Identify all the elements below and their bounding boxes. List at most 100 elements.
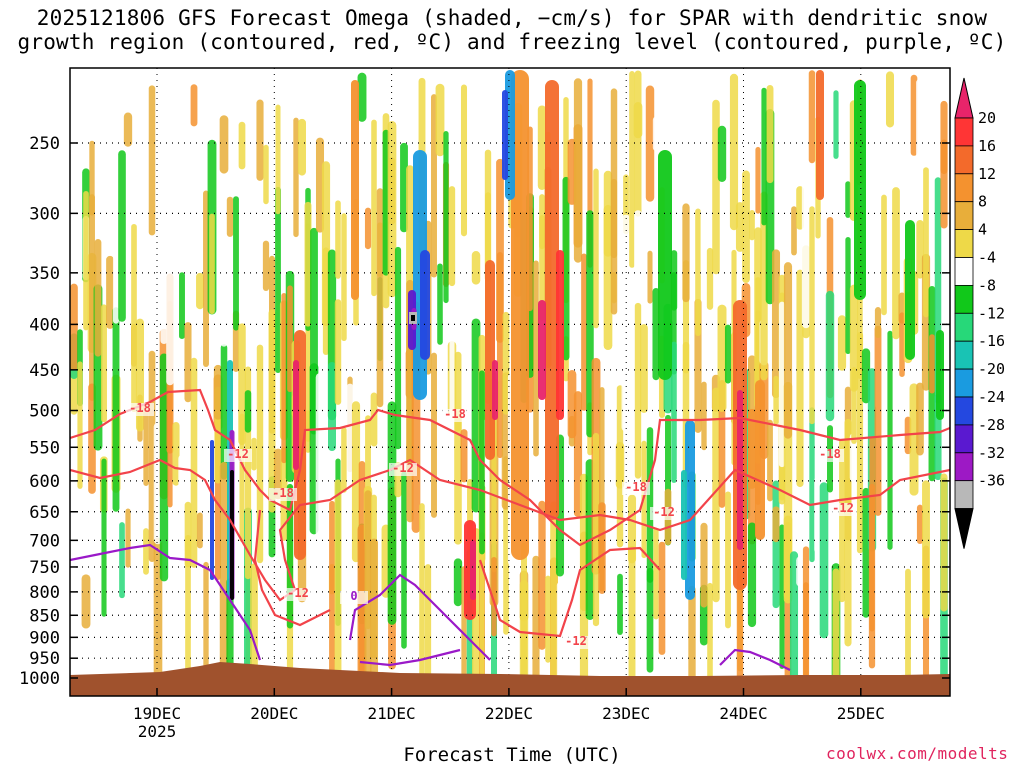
omega-cell <box>226 196 234 237</box>
omega-cell <box>615 442 625 489</box>
omega-cell <box>357 72 367 122</box>
omega-cell <box>767 419 773 502</box>
omega-cell <box>83 190 89 331</box>
omega-cell <box>646 427 654 583</box>
omega-cell <box>862 487 870 618</box>
y-axis: 2503003504004505005506006507007508008509… <box>19 134 950 689</box>
colorbar-segment <box>954 145 974 175</box>
omega-cell <box>431 352 437 518</box>
x-tick-label: 24DEC <box>719 704 767 723</box>
omega-cell <box>712 387 720 603</box>
omega-cell <box>851 367 857 444</box>
chart-title: 2025121806 GFS Forecast Omega (shaded, −… <box>0 6 1024 54</box>
omega-cell <box>123 112 133 147</box>
omega-cell <box>845 181 851 218</box>
colorbar-segment <box>954 312 974 342</box>
y-tick-label: 750 <box>29 558 60 578</box>
omega-cell <box>203 190 209 367</box>
terrain-shape <box>70 662 950 696</box>
y-tick-label: 250 <box>29 134 60 154</box>
omega-cell <box>275 186 281 373</box>
omega-cell <box>833 90 839 159</box>
omega-cell <box>449 336 455 548</box>
omega-cell <box>460 429 468 483</box>
omega-cell <box>460 84 468 237</box>
omega-cell <box>250 563 258 690</box>
omega-cell <box>448 186 456 287</box>
omega-cell <box>112 307 120 512</box>
omega-cell <box>268 309 276 513</box>
omega-cell <box>772 506 780 543</box>
omega-cell <box>905 568 911 690</box>
omega-cell <box>892 187 900 340</box>
omega-cell <box>837 315 847 371</box>
colorbar-segment <box>954 452 974 482</box>
colorbar-segment <box>954 173 974 203</box>
colorbar-tick-label: 8 <box>978 193 987 211</box>
contour-label-bg <box>224 449 252 462</box>
omega-cell <box>496 252 504 459</box>
omega-cell <box>275 104 281 215</box>
omega-cell <box>125 508 131 568</box>
contour-label-bg <box>816 449 844 462</box>
omega-cell <box>511 70 529 560</box>
omega-cell <box>220 344 228 480</box>
y-tick-label: 900 <box>29 628 60 648</box>
omega-cell <box>652 287 660 381</box>
omega-cell <box>251 437 257 471</box>
colorbar-tick-label: 4 <box>978 221 987 239</box>
omega-cell <box>81 574 91 629</box>
omega-cell <box>394 246 402 450</box>
colorbar-tick-label: -12 <box>978 304 1005 322</box>
omega-cell <box>77 361 83 489</box>
terrain-fill <box>70 662 950 696</box>
source-credit[interactable]: coolwx.com/modelts <box>826 744 1009 763</box>
omega-cell <box>256 99 264 181</box>
omega-cell <box>916 219 924 279</box>
omega-cell <box>646 567 654 673</box>
omega-cell <box>537 105 547 190</box>
contour-label: 0 <box>350 589 357 603</box>
omega-cell <box>735 202 745 252</box>
omega-cell <box>491 557 497 637</box>
contour-label: -12 <box>653 505 675 519</box>
omega-cell <box>357 524 367 690</box>
omega-cell <box>593 168 599 329</box>
omega-cell <box>936 330 944 420</box>
contour-label: -18 <box>444 407 466 421</box>
y-tick-label: 600 <box>29 472 60 492</box>
omega-cell <box>533 482 539 568</box>
omega-cell <box>634 210 642 278</box>
omega-cell <box>351 80 359 300</box>
omega-cell <box>119 522 125 599</box>
omega-cell <box>717 125 727 183</box>
omega-cell <box>922 480 930 619</box>
contour-line <box>359 648 461 667</box>
colorbar-bottom-arrow <box>954 508 974 549</box>
contour-label: -18 <box>129 401 151 415</box>
omega-cell <box>437 263 443 345</box>
omega-cell <box>628 545 636 690</box>
omega-cell <box>435 83 445 157</box>
omega-cell <box>773 375 779 425</box>
omega-cell <box>213 364 223 420</box>
omega-cell <box>172 421 180 486</box>
omega-cell <box>364 490 372 681</box>
omega-cell <box>645 85 655 202</box>
omega-cell <box>420 250 430 360</box>
omega-cell <box>293 360 299 470</box>
omega-cell <box>742 170 750 284</box>
omega-cell <box>315 373 325 558</box>
omega-cell <box>671 341 677 483</box>
x-year-label: 2025 <box>138 722 177 741</box>
contour-label: -12 <box>287 586 309 600</box>
y-tick-label: 400 <box>29 315 60 335</box>
omega-cell <box>910 74 918 156</box>
omega-cell <box>262 240 270 292</box>
contour-layer: -18 -18 -18 -18 -18 -12 -12 -12 -12 -12 -12 0 <box>70 388 950 671</box>
colorbar-segment <box>954 396 974 426</box>
contour-label-bg <box>269 488 297 501</box>
omega-cell <box>592 432 600 627</box>
omega-cell <box>210 440 214 580</box>
